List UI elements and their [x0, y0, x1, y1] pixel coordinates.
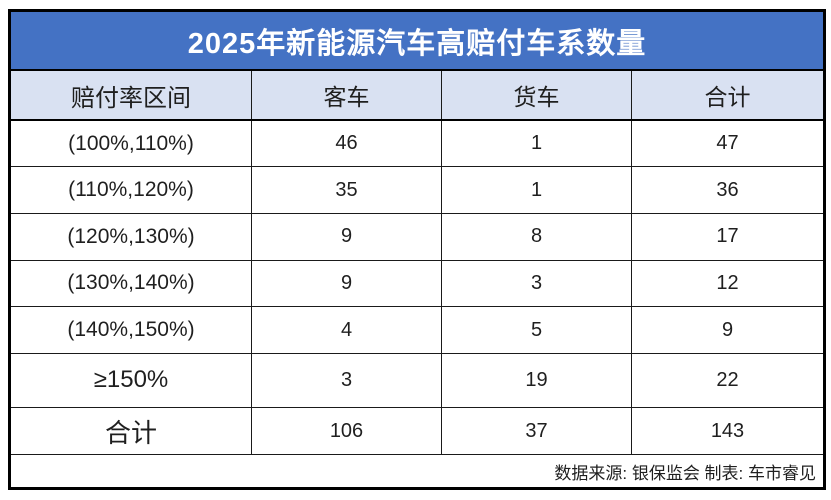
total-cell: 37 [441, 406, 632, 456]
row-label: ≥150% [9, 352, 252, 408]
column-header-bus: 客车 [251, 69, 442, 122]
table-row: (130%,140%) 9 3 12 [9, 259, 826, 308]
data-cell: 3 [251, 352, 442, 408]
table-footer-row: 数据来源: 银保监会 制表: 车市睿见 [8, 454, 826, 489]
table-row: (100%,110%) 46 1 47 [9, 119, 826, 168]
data-cell: 12 [630, 259, 826, 308]
claims-table: 2025年新能源汽车高赔付车系数量 赔付率区间 客车 货车 合计 (100%,1… [8, 9, 827, 490]
page-title: 2025年新能源汽车高赔付车系数量 [8, 10, 826, 72]
column-header-total: 合计 [630, 69, 826, 122]
row-label: (120%,130%) [9, 212, 252, 261]
data-cell: 47 [630, 119, 826, 168]
data-cell: 22 [630, 352, 826, 408]
row-label: (110%,120%) [9, 166, 252, 214]
column-header-ratio-range: 赔付率区间 [9, 69, 252, 122]
data-cell: 9 [630, 306, 826, 354]
data-cell: 17 [630, 212, 826, 261]
data-cell: 19 [441, 352, 632, 408]
column-header-truck: 货车 [441, 69, 632, 122]
table-row: ≥150% 3 19 22 [9, 352, 826, 408]
data-cell: 4 [251, 306, 442, 354]
data-cell: 3 [441, 259, 632, 308]
claims-table-sheet: 2025年新能源汽车高赔付车系数量 赔付率区间 客车 货车 合计 (100%,1… [8, 9, 827, 490]
data-cell: 1 [441, 119, 632, 168]
table-row: (140%,150%) 4 5 9 [9, 306, 826, 354]
data-cell: 35 [251, 166, 442, 214]
data-cell: 5 [441, 306, 632, 354]
data-cell: 1 [441, 166, 632, 214]
row-label: (130%,140%) [9, 259, 252, 308]
row-label: (140%,150%) [9, 306, 252, 354]
data-cell: 9 [251, 212, 442, 261]
total-cell: 143 [630, 406, 826, 456]
data-cell: 9 [251, 259, 442, 308]
table-total-row: 合计 106 37 143 [9, 406, 826, 456]
data-cell: 36 [630, 166, 826, 214]
table-header-row: 赔付率区间 客车 货车 合计 [9, 69, 826, 122]
source-note: 数据来源: 银保监会 制表: 车市睿见 [8, 454, 826, 489]
row-label: (100%,110%) [9, 119, 252, 168]
data-cell: 46 [251, 119, 442, 168]
total-cell: 106 [251, 406, 442, 456]
table-row: (120%,130%) 9 8 17 [9, 212, 826, 261]
table-title-row: 2025年新能源汽车高赔付车系数量 [8, 10, 826, 72]
table-row: (110%,120%) 35 1 36 [9, 166, 826, 214]
data-cell: 8 [441, 212, 632, 261]
total-row-label: 合计 [9, 406, 252, 456]
